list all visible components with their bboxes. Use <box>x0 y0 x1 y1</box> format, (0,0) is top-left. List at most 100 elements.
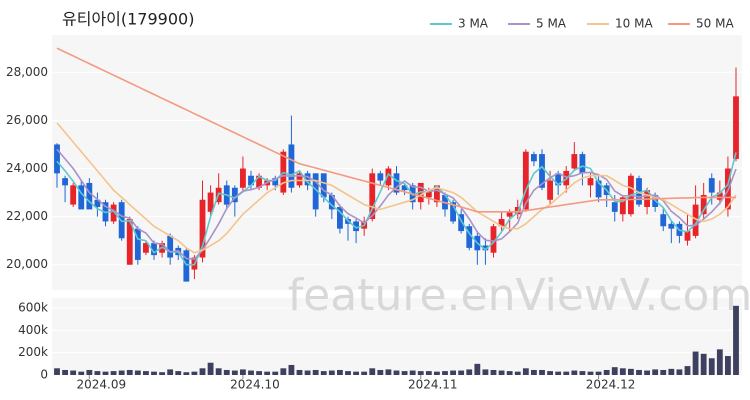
volume-bar <box>143 371 149 375</box>
volume-bar <box>151 371 157 375</box>
candle-body <box>167 235 174 258</box>
ma-line <box>56 122 737 254</box>
candle-body <box>547 180 553 200</box>
volume-bar <box>733 305 739 375</box>
volume-bar <box>563 371 570 375</box>
candle-body <box>94 199 101 208</box>
candle-body <box>312 173 319 210</box>
volume-bar <box>134 370 141 375</box>
candle-body <box>587 178 594 186</box>
chart-title: 유티아이(179900) <box>62 10 194 29</box>
volume-bar <box>159 372 165 375</box>
volume-bar <box>490 369 497 375</box>
candle-body <box>522 151 529 210</box>
volume-bar <box>167 369 174 375</box>
candle-body <box>256 175 262 188</box>
candle-body <box>86 182 93 210</box>
volume-bar <box>393 370 400 375</box>
volume-bar <box>425 371 432 375</box>
candle-body <box>78 185 85 210</box>
volume-bar <box>442 371 448 375</box>
volume-bar <box>522 368 529 375</box>
candle-body <box>700 194 707 215</box>
candle-body <box>708 178 715 193</box>
candle-body <box>377 173 384 181</box>
candle-body <box>401 185 408 191</box>
legend-label: 10 MA <box>615 17 653 31</box>
volume-bar <box>434 371 440 375</box>
y-tick-label: 28,000 <box>6 65 48 79</box>
volume-bar <box>369 368 376 375</box>
volume-bar <box>700 353 707 375</box>
volume-bar <box>474 363 481 375</box>
volume-bar <box>611 367 618 375</box>
candle-body <box>240 168 246 188</box>
ma-line <box>56 47 736 213</box>
candle-body <box>733 96 739 159</box>
volume-bar <box>54 368 60 375</box>
ma-line <box>56 148 737 260</box>
y-tick-label: 22,000 <box>6 209 48 223</box>
volume-bar <box>450 370 456 375</box>
volume-bar <box>264 371 271 375</box>
candle-body <box>183 250 190 282</box>
volume-bar <box>175 371 182 375</box>
volume-bar <box>78 371 85 375</box>
candle-body <box>110 204 117 222</box>
candle-body <box>369 173 376 220</box>
candle-body <box>611 202 618 212</box>
volume-bar <box>676 369 683 375</box>
candle-body <box>54 144 60 174</box>
candle-body <box>450 202 456 222</box>
volume-bar <box>62 369 68 375</box>
x-tick-label: 2024.12 <box>586 378 636 392</box>
y-tick-label: 26,000 <box>6 113 48 127</box>
volume-bar <box>417 371 424 375</box>
volume-bar <box>361 371 368 375</box>
legend-label: 3 MA <box>458 17 489 31</box>
volume-bar <box>716 349 723 375</box>
candle-body <box>207 192 214 212</box>
volume-bar <box>320 371 327 375</box>
volume-bar <box>628 368 634 375</box>
volume-bar <box>401 371 408 375</box>
candle-body <box>62 178 68 186</box>
volume-bar <box>458 370 465 375</box>
volume-bar <box>110 371 117 375</box>
volume-bar <box>126 369 133 375</box>
candle-body <box>490 226 497 253</box>
candle-body <box>684 231 691 241</box>
volume-bar <box>579 371 586 375</box>
volume-bar <box>660 369 667 375</box>
volume-bar <box>94 371 101 375</box>
y2-tick-label: 200k <box>18 345 48 359</box>
y2-tick-label: 600k <box>18 301 48 315</box>
volume-bar <box>377 369 384 375</box>
candle-body <box>304 173 311 186</box>
price-panel <box>52 35 742 290</box>
candle-body <box>482 245 489 251</box>
candle-body <box>143 243 149 253</box>
volume-bar <box>207 362 214 375</box>
x-tick-label: 2024.11 <box>408 378 458 392</box>
volume-bar <box>296 369 303 375</box>
volume-panel <box>52 298 742 375</box>
volume-bar <box>280 368 287 375</box>
volume-bar <box>668 368 675 375</box>
volume-bar <box>248 370 254 375</box>
volume-bar <box>304 370 311 375</box>
volume-bar <box>199 368 206 375</box>
candle-body <box>539 154 545 188</box>
candle-body <box>555 173 562 186</box>
volume-bar <box>571 370 578 375</box>
candle-body <box>272 178 279 186</box>
y-tick-label: 20,000 <box>6 257 48 271</box>
volume-bar <box>514 371 521 375</box>
candle-body <box>531 154 537 162</box>
candle-body <box>70 185 77 205</box>
volume-bar <box>183 372 190 375</box>
volume-bar <box>506 371 513 375</box>
x-tick-label: 2024.10 <box>230 378 280 392</box>
candle-body <box>425 190 432 198</box>
